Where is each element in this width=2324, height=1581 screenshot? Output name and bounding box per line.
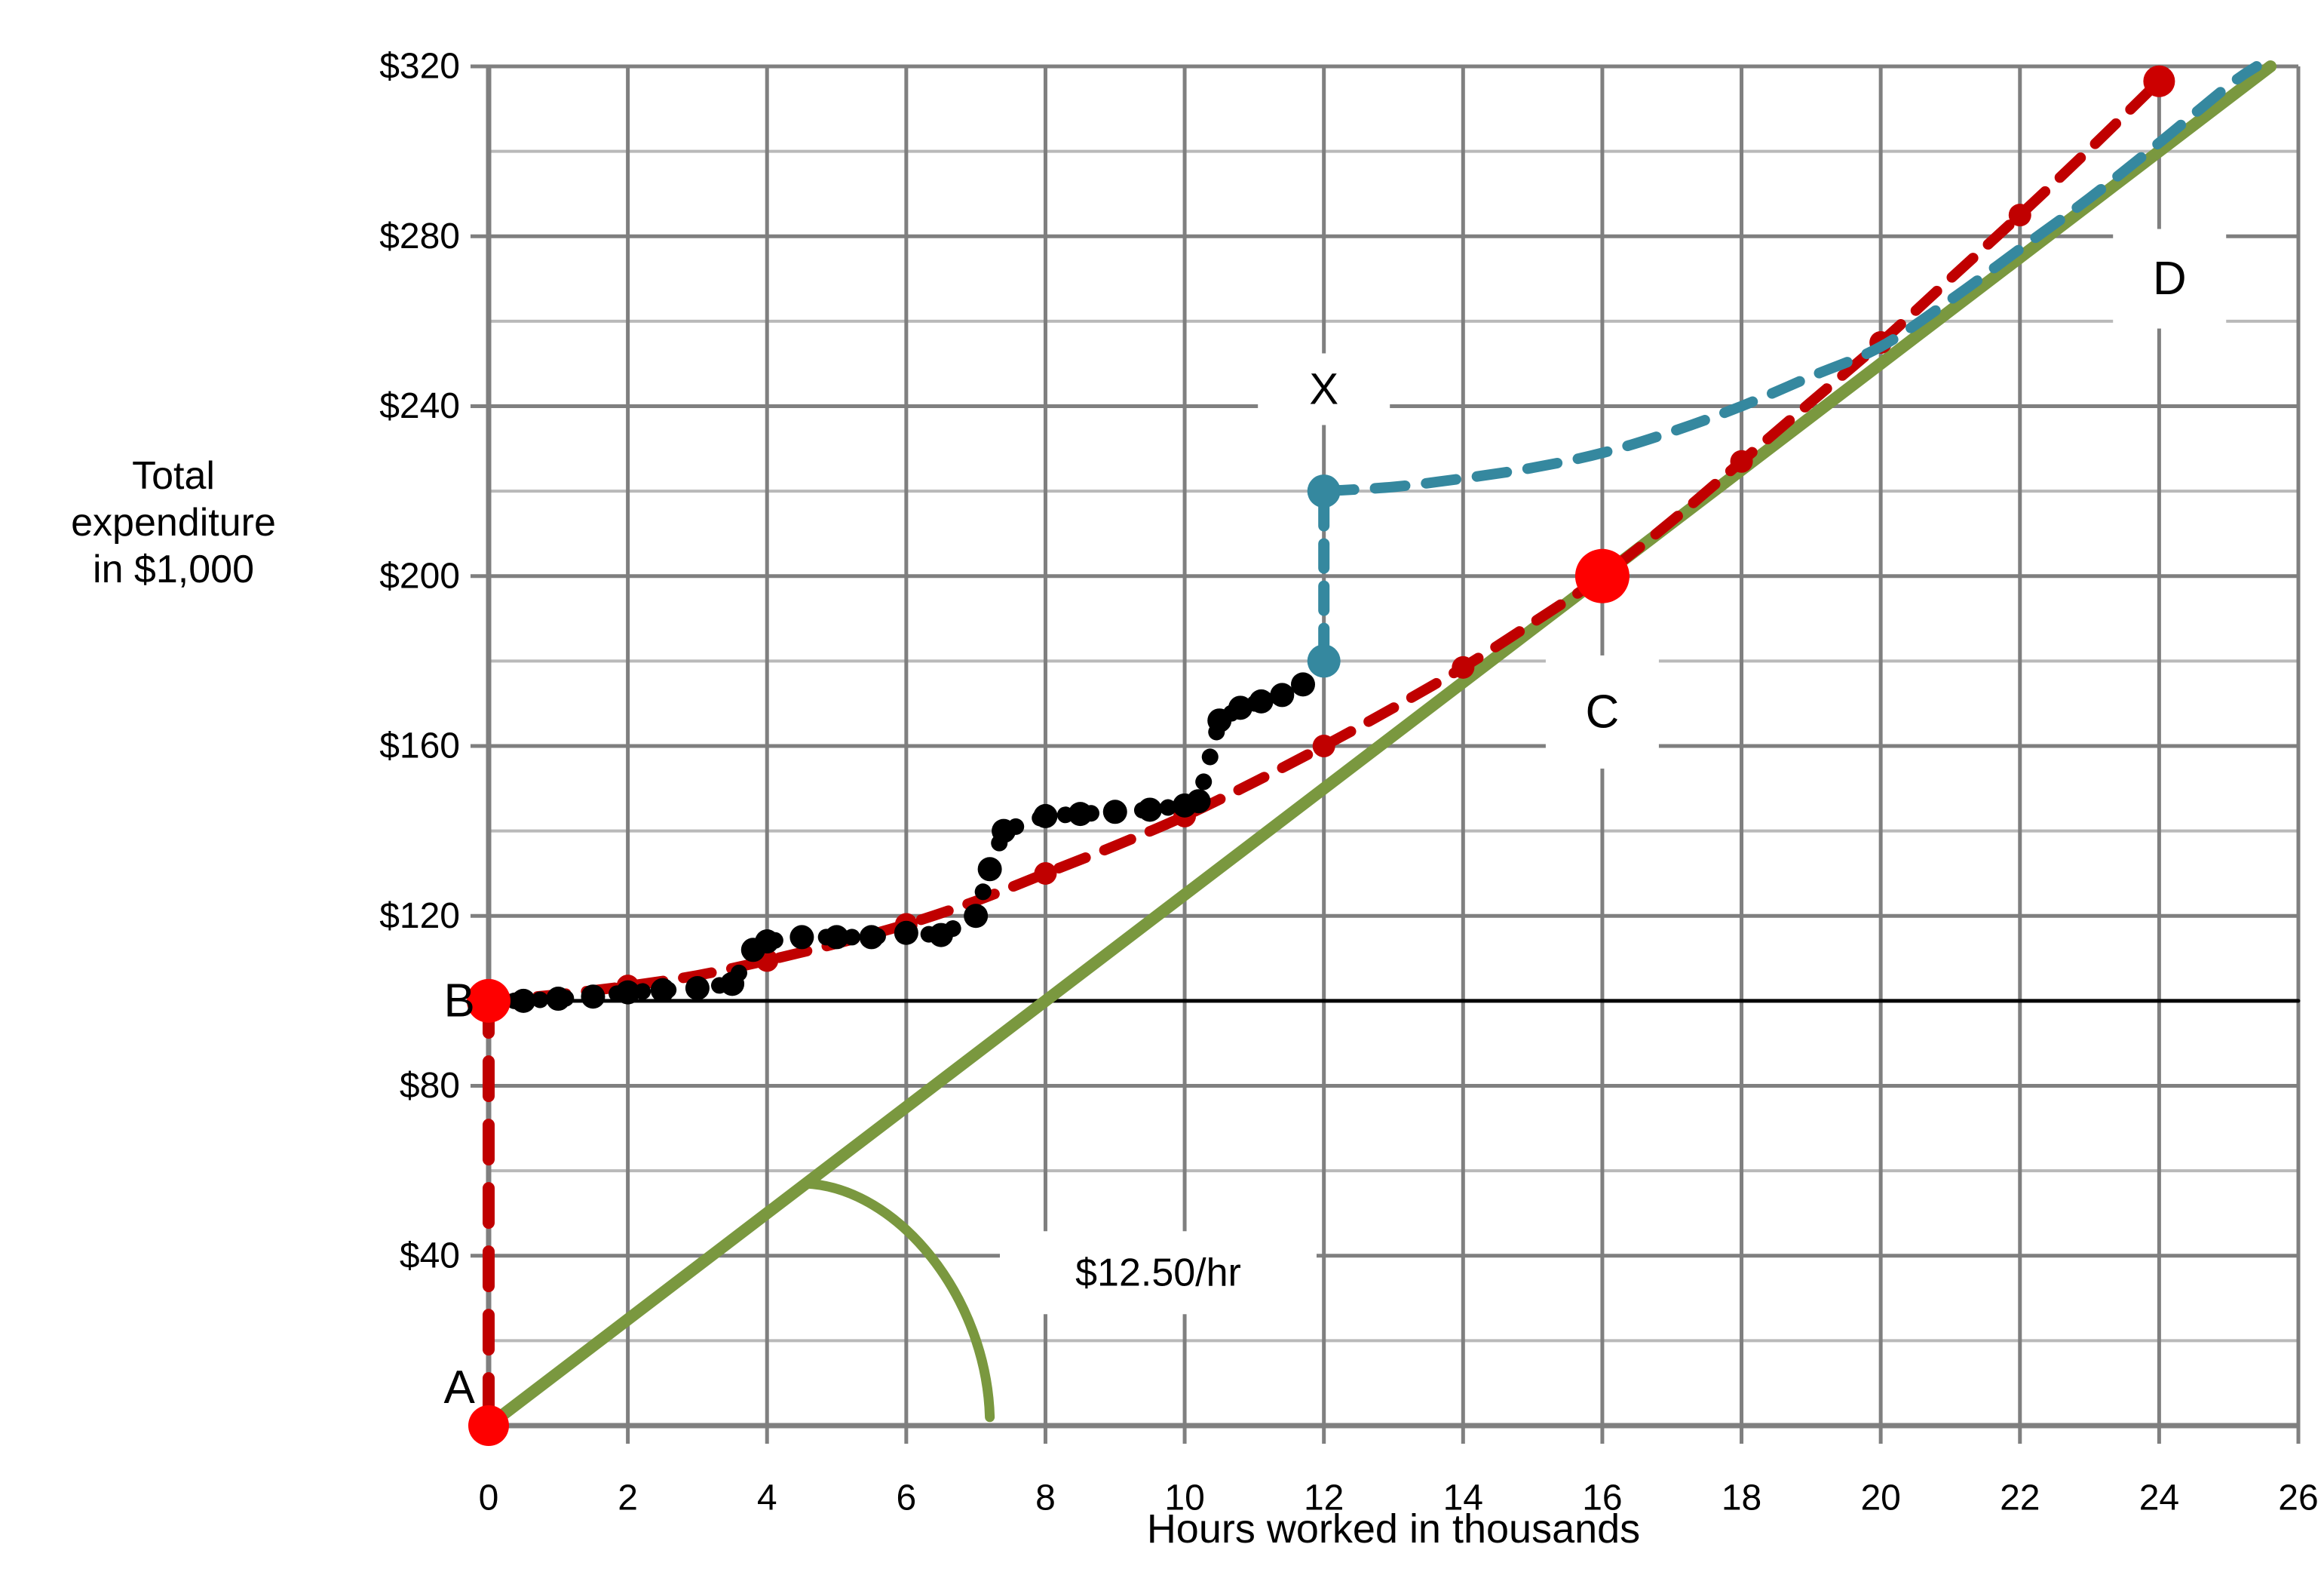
marker-dots — [467, 65, 2175, 1446]
smoothed-average-expenditure-point — [1452, 655, 1475, 679]
label-D-box — [2113, 229, 2227, 329]
y-tick-label: $80 — [400, 1066, 460, 1106]
x-tick-label: 18 — [1722, 1478, 1761, 1518]
x-tick-label: 22 — [2000, 1478, 2040, 1518]
point-C — [1574, 548, 1630, 603]
actual-expenditure-steps-point — [1186, 789, 1211, 814]
actual-expenditure-steps — [480, 652, 1332, 1009]
x-tick-label: 4 — [757, 1478, 777, 1518]
x-tick-label: 2 — [618, 1478, 638, 1518]
x-tick-label: 8 — [1035, 1478, 1056, 1518]
smoothed-average-expenditure-point — [1312, 735, 1335, 757]
hourly-wage-line — [483, 60, 2277, 1432]
x-tick-label: 12 — [1304, 1478, 1344, 1518]
smoothed-average-expenditure-point — [2008, 204, 2031, 227]
x-tick-label: 20 — [1860, 1478, 1900, 1518]
actual-expenditure-steps-point — [511, 988, 536, 1013]
actual-expenditure-steps-point — [824, 925, 849, 950]
slope-arc — [800, 1178, 995, 1423]
y-tick-label: $240 — [379, 386, 460, 426]
y-axis-title-line3: in $1,000 — [93, 548, 254, 591]
y-tick-label: $40 — [400, 1236, 460, 1276]
actual-expenditure-steps-point — [650, 978, 675, 1002]
x-tick-label: 16 — [1582, 1478, 1622, 1518]
label-B: B — [444, 975, 475, 1027]
label-rate-box — [1000, 1231, 1317, 1315]
label-A: A — [444, 1362, 476, 1414]
y-axis-title-line2: expenditure — [71, 501, 276, 545]
actual-expenditure-steps-point — [1137, 797, 1162, 822]
label-X: X — [1309, 364, 1338, 413]
x-tick-label: 0 — [479, 1478, 499, 1518]
label-boxes — [1000, 229, 2227, 1315]
actual-expenditure-steps-point — [615, 980, 640, 1005]
label-rate: $12.50/hr — [1075, 1251, 1241, 1294]
actual-expenditure-steps-point — [1207, 708, 1232, 733]
y-tick-label: $200 — [379, 556, 460, 596]
label-C-box — [1545, 655, 1659, 769]
y-axis-title-line1: Total — [132, 454, 215, 498]
point-A — [468, 1405, 509, 1446]
actual-expenditure-steps-point — [929, 923, 953, 947]
label-X-box — [1258, 353, 1390, 425]
actual-expenditure-steps-point — [1249, 689, 1274, 714]
x-tick-label: 10 — [1164, 1478, 1204, 1518]
actual-expenditure-steps-point — [789, 925, 814, 950]
actual-expenditure-steps-point — [964, 904, 989, 929]
actual-expenditure-steps-point — [859, 925, 884, 950]
actual-expenditure-steps-point — [1068, 802, 1093, 827]
y-tick-label: $160 — [379, 726, 460, 766]
gap-bottom-dot — [1307, 644, 1341, 678]
actual-expenditure-steps-point — [685, 975, 710, 1000]
y-tick-labels: $320 $280 $240 $200 $160 $120 $80 $40 — [379, 47, 460, 1276]
actual-expenditure-steps-point — [755, 929, 780, 954]
projected-expenditure — [1318, 61, 2262, 497]
y-tick-label: $320 — [379, 47, 460, 87]
actual-expenditure-steps-point — [1291, 672, 1315, 697]
x-tick-label: 6 — [896, 1478, 916, 1518]
actual-expenditure-steps-point — [581, 984, 606, 1009]
actual-expenditure-steps-point — [1228, 695, 1252, 720]
actual-expenditure-steps-point — [992, 818, 1016, 843]
smoothed-average-expenditure — [483, 75, 2165, 1006]
actual-expenditure-steps-point — [977, 857, 1002, 882]
actual-expenditure-steps-point — [546, 987, 571, 1012]
smoothed-average-expenditure-point — [1730, 450, 1753, 473]
x-axis-title: Hours worked in thousands — [1146, 1506, 1641, 1552]
x-tick-labels: 0 2 4 6 8 10 12 14 16 18 20 22 24 26 — [479, 1478, 2319, 1518]
point-labels: A B C D X $12.50/hr — [444, 253, 2187, 1414]
average-end-dot — [2143, 65, 2175, 97]
actual-expenditure-steps-point — [1270, 683, 1295, 708]
y-tick-label: $280 — [379, 216, 460, 256]
smoothed-average-expenditure-point — [1034, 861, 1057, 885]
y-tick-label: $120 — [379, 896, 460, 936]
label-C: C — [1586, 686, 1620, 738]
x-tick-label: 14 — [1443, 1478, 1483, 1518]
actual-expenditure-steps-point — [720, 972, 745, 996]
actual-expenditure-steps-point — [894, 920, 918, 945]
y-axis-title: Total expenditure in $1,000 — [23, 453, 324, 593]
point-B — [467, 978, 510, 1023]
gap-top-dot — [1307, 474, 1341, 508]
x-tick-label: 26 — [2278, 1478, 2318, 1518]
actual-expenditure-steps-point — [1033, 803, 1058, 828]
label-D: D — [2153, 253, 2187, 305]
actual-expenditure-steps-point — [1102, 800, 1127, 824]
x-tick-label: 24 — [2139, 1478, 2179, 1518]
